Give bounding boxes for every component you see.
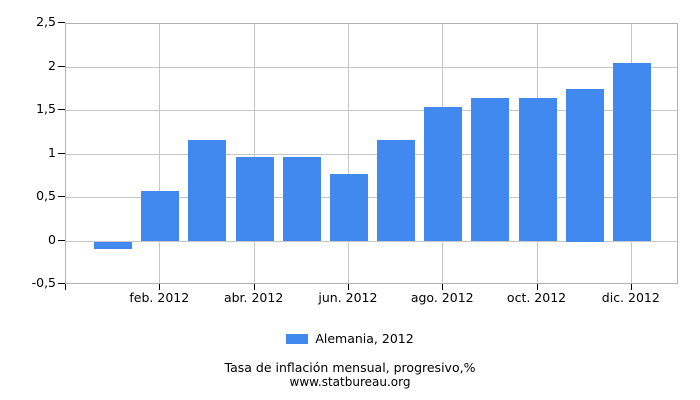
bar-month-6	[329, 173, 368, 242]
y-axis-tick	[58, 283, 65, 284]
x-axis-corner-tick	[65, 284, 66, 290]
h-gridline	[66, 197, 677, 198]
y-axis-tick-label: 0	[48, 231, 56, 247]
x-axis-tick	[253, 284, 255, 290]
x-axis-tick	[536, 284, 538, 290]
bar-month-8	[424, 106, 463, 242]
y-axis-tick	[58, 239, 65, 241]
x-axis-tick-label: abr. 2012	[223, 290, 284, 305]
h-gridline	[66, 153, 677, 155]
bar-month-11	[565, 89, 604, 242]
y-axis-tick	[58, 65, 65, 67]
bar-month-4	[235, 157, 274, 242]
h-gridline	[66, 240, 677, 242]
y-axis-tick-label: 2,5	[36, 14, 56, 29]
y-axis-tick	[58, 152, 65, 154]
y-axis-tick	[58, 109, 65, 110]
legend-swatch	[286, 334, 309, 344]
bar-month-3	[188, 139, 227, 242]
x-axis-tick-label: oct. 2012	[506, 290, 567, 305]
bar-month-1	[94, 241, 133, 250]
v-gridline	[253, 24, 255, 283]
chart-title: Tasa de inflación mensual, progresivo,%	[224, 360, 476, 375]
x-axis-tick-label: ago. 2012	[410, 290, 474, 305]
h-gridline	[66, 110, 677, 111]
x-axis-tick	[630, 284, 632, 290]
y-axis-tick-label: 1,5	[36, 101, 56, 116]
x-axis-tick-label: feb. 2012	[129, 290, 190, 305]
bar-month-12	[612, 63, 651, 242]
x-axis-tick-label: dic. 2012	[601, 290, 660, 305]
y-axis-tick	[58, 196, 65, 197]
chart-source-url: www.statbureau.org	[289, 375, 411, 389]
y-axis-tick-label: -0,5	[31, 275, 56, 290]
bar-month-5	[282, 157, 321, 242]
x-axis-tick	[347, 284, 349, 290]
x-axis-tick-label: jun. 2012	[318, 290, 378, 305]
bar-month-7	[377, 139, 416, 242]
x-axis-tick	[442, 284, 444, 290]
plot-area	[65, 23, 678, 284]
y-axis-tick	[58, 22, 65, 23]
y-axis-tick-label: 1	[48, 144, 56, 160]
bar-month-2	[141, 191, 180, 242]
x-axis-tick	[159, 284, 161, 290]
y-axis-tick-label: 0,5	[36, 188, 56, 203]
legend: Alemania, 2012	[0, 331, 700, 347]
bar-month-10	[518, 97, 557, 242]
legend-label: Alemania, 2012	[315, 331, 414, 346]
y-axis-tick-label: 2	[48, 57, 56, 73]
v-gridline	[159, 24, 161, 283]
bar-month-9	[471, 97, 510, 242]
v-gridline	[347, 24, 349, 283]
h-gridline	[66, 66, 677, 68]
